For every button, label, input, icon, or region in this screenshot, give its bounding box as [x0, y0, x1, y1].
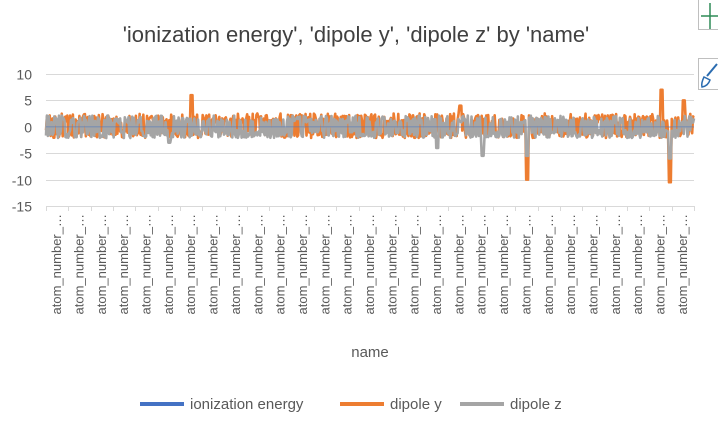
- plot-area[interactable]: [44, 88, 696, 184]
- x-axis-ticks: atom_number_… atom_number_… atom_number_… a…: [46, 206, 695, 314]
- legend-item[interactable]: dipole z: [460, 396, 562, 413]
- y-tick-label: 10: [16, 67, 32, 83]
- x-tick-label: atom_number_…: [250, 214, 265, 314]
- x-tick-label: atom_number_…: [474, 214, 489, 314]
- legend-label: ionization energy: [190, 396, 304, 413]
- x-tick-label: atom_number_…: [273, 214, 288, 314]
- x-tick-label: atom_number_…: [116, 214, 131, 314]
- x-tick-label: atom_number_…: [630, 214, 645, 314]
- x-tick-label: atom_number_…: [675, 214, 690, 314]
- x-tick-label: atom_number_…: [362, 214, 377, 314]
- gridlines: [46, 74, 694, 207]
- x-axis-title: name: [351, 344, 389, 361]
- x-tick-label: atom_number_…: [295, 214, 310, 314]
- legend-item[interactable]: dipole y: [340, 396, 442, 413]
- x-tick-label: atom_number_…: [161, 214, 176, 314]
- series-line-dipole-z[interactable]: [44, 114, 696, 160]
- x-tick-label: atom_number_…: [183, 214, 198, 314]
- x-tick-label: atom_number_…: [72, 214, 87, 314]
- x-tick-label: atom_number_…: [340, 214, 355, 314]
- x-tick-label: atom_number_…: [206, 214, 221, 314]
- y-tick-label: -15: [12, 199, 32, 215]
- chart-title: 'ionization energy', 'dipole y', 'dipole…: [123, 22, 590, 47]
- x-tick-label: atom_number_…: [228, 214, 243, 314]
- x-tick-label: atom_number_…: [451, 214, 466, 314]
- y-tick-label: -5: [20, 146, 33, 162]
- x-tick-label: atom_number_…: [317, 214, 332, 314]
- x-tick-label: atom_number_…: [541, 214, 556, 314]
- x-tick-label: atom_number_…: [608, 214, 623, 314]
- legend[interactable]: ionization energy dipole y dipole z: [140, 396, 562, 413]
- x-tick-label: atom_number_…: [585, 214, 600, 314]
- legend-item[interactable]: ionization energy: [140, 396, 304, 413]
- x-tick-label: atom_number_…: [139, 214, 154, 314]
- x-tick-label: atom_number_…: [384, 214, 399, 314]
- y-tick-label: -10: [12, 173, 32, 189]
- brush-icon: [701, 63, 718, 88]
- add-chart-element-button[interactable]: [698, 0, 718, 30]
- chart-styles-button[interactable]: [698, 58, 718, 90]
- y-axis-ticks: 10 5 0 -5 -10 -15: [12, 67, 32, 215]
- plus-icon: [701, 3, 718, 29]
- x-tick-label: atom_number_…: [407, 214, 422, 314]
- x-tick-label: atom_number_…: [429, 214, 444, 314]
- legend-label: dipole y: [390, 396, 442, 413]
- x-tick-label: atom_number_…: [496, 214, 511, 314]
- x-tick-label: atom_number_…: [94, 214, 109, 314]
- y-tick-label: 5: [24, 93, 32, 109]
- x-tick-label: atom_number_…: [653, 214, 668, 314]
- x-tick-label: atom_number_…: [563, 214, 578, 314]
- legend-label: dipole z: [510, 396, 562, 413]
- x-tick-label: atom_number_…: [49, 214, 64, 314]
- y-tick-label: 0: [24, 120, 32, 136]
- x-tick-label: atom_number_…: [518, 214, 533, 314]
